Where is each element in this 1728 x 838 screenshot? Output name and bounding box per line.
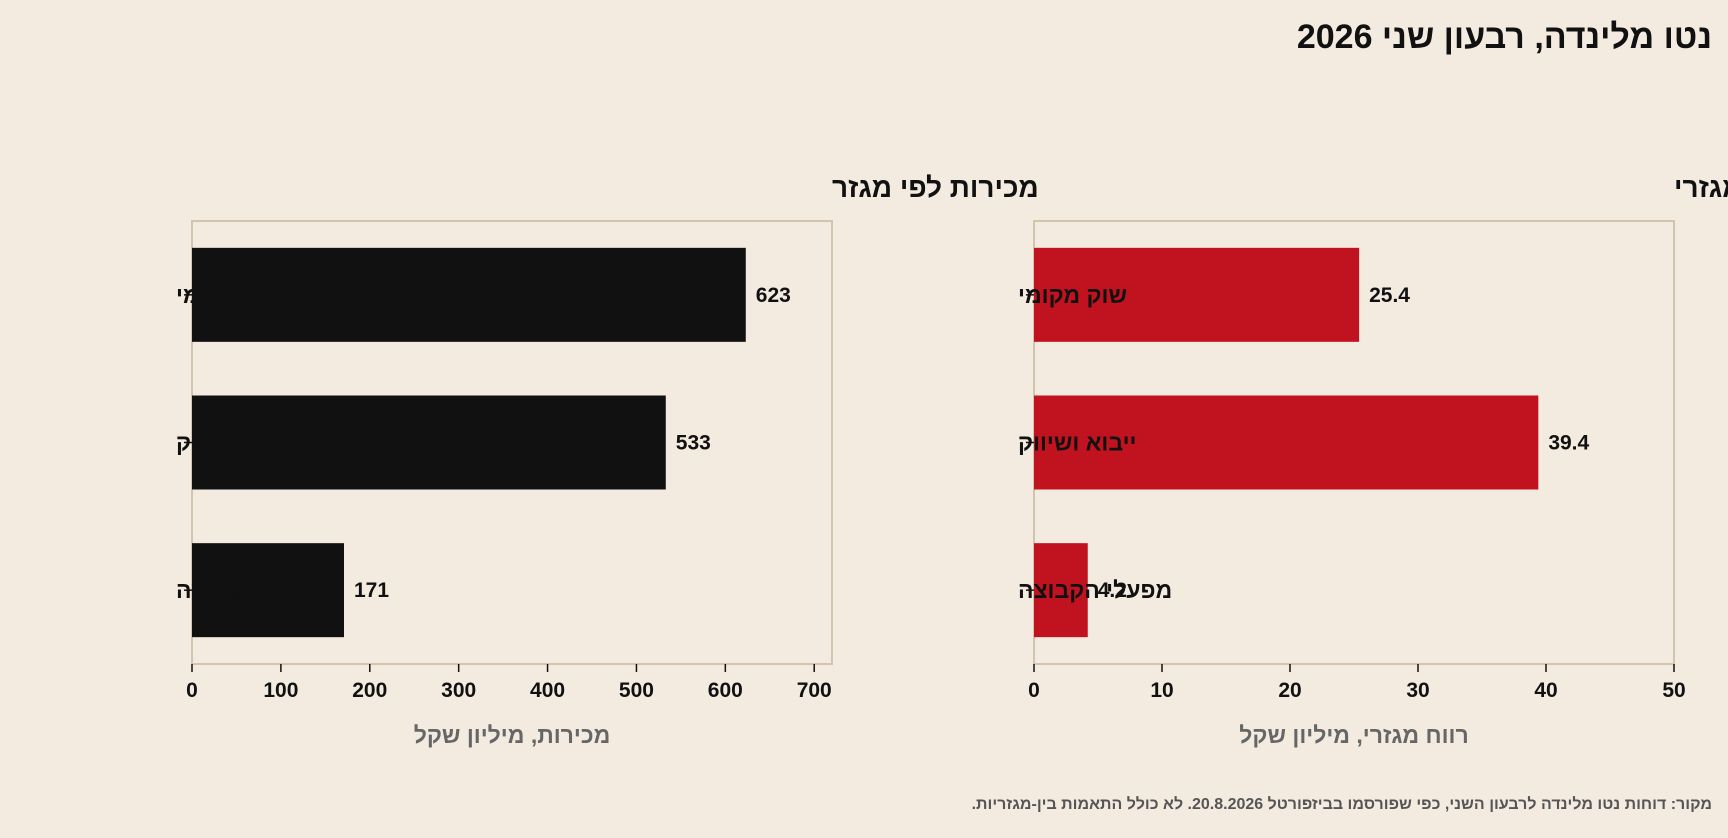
sales-value-label: 171 (354, 579, 389, 602)
profit-x-tick-label: 10 (1150, 679, 1173, 702)
sales-category-label: מפעלי הקבוצה (176, 577, 330, 603)
profit-x-tick-label: 40 (1534, 679, 1557, 702)
sales-bar (192, 395, 666, 490)
profit-value-label: 39.4 (1548, 432, 1589, 455)
profit-bar (1034, 247, 1360, 342)
profit-bar (1034, 543, 1088, 638)
sales-x-tick-label: 100 (263, 679, 298, 702)
profit-chart: רווח מגזרי 25.4 שוק מקומי 39.4 ייבוא ושיווק 4… (1018, 172, 1728, 748)
profit-x-tick-label: 0 (1028, 679, 1040, 702)
sales-bar (192, 247, 746, 342)
sales-category-label: ייבוא ושיווק (176, 430, 294, 456)
profit-category-label: שוק מקומי (1018, 282, 1127, 308)
sales-chart-title: מכירות לפי מגזר (832, 172, 1039, 203)
source-footnote: מקור: דוחות נטו מלינדה לרבעון השני, כפי … (971, 796, 1712, 813)
sales-value-label: 533 (676, 432, 711, 455)
sales-x-axis-label: מכירות, מיליון שקל (414, 722, 611, 748)
sales-x-tick-label: 200 (352, 679, 387, 702)
profit-category-label: ייבוא ושיווק (1018, 430, 1136, 456)
profit-x-axis-label: רווח מגזרי, מיליון שקל (1239, 722, 1468, 748)
sales-x-tick-label: 0 (186, 679, 198, 702)
sales-value-label: 623 (756, 284, 791, 307)
sales-chart: מכירות לפי מגזר 623 שוק מקומי 533 ייבוא ושיו… (176, 172, 1039, 748)
sales-x-tick-label: 600 (708, 679, 743, 702)
sales-x-tick-label: 400 (530, 679, 565, 702)
profit-chart-title: רווח מגזרי (1674, 172, 1728, 203)
profit-x-tick-label: 20 (1278, 679, 1301, 702)
sales-category-label: שוק מקומי (176, 282, 285, 308)
profit-bar (1034, 395, 1539, 490)
sales-bar (192, 543, 344, 638)
sales-x-tick-label: 700 (797, 679, 832, 702)
profit-x-tick-label: 50 (1662, 679, 1685, 702)
profit-value-label: 25.4 (1369, 284, 1410, 307)
sales-x-tick-label: 500 (619, 679, 654, 702)
profit-category-label: מפעלי הקבוצה (1018, 577, 1172, 603)
sales-x-tick-label: 300 (441, 679, 476, 702)
profit-x-tick-label: 30 (1406, 679, 1429, 702)
profit-value-label: 4.2 (1098, 579, 1127, 602)
page-title: נטו מלינדה, רבעון שני 2026 (1296, 18, 1712, 56)
